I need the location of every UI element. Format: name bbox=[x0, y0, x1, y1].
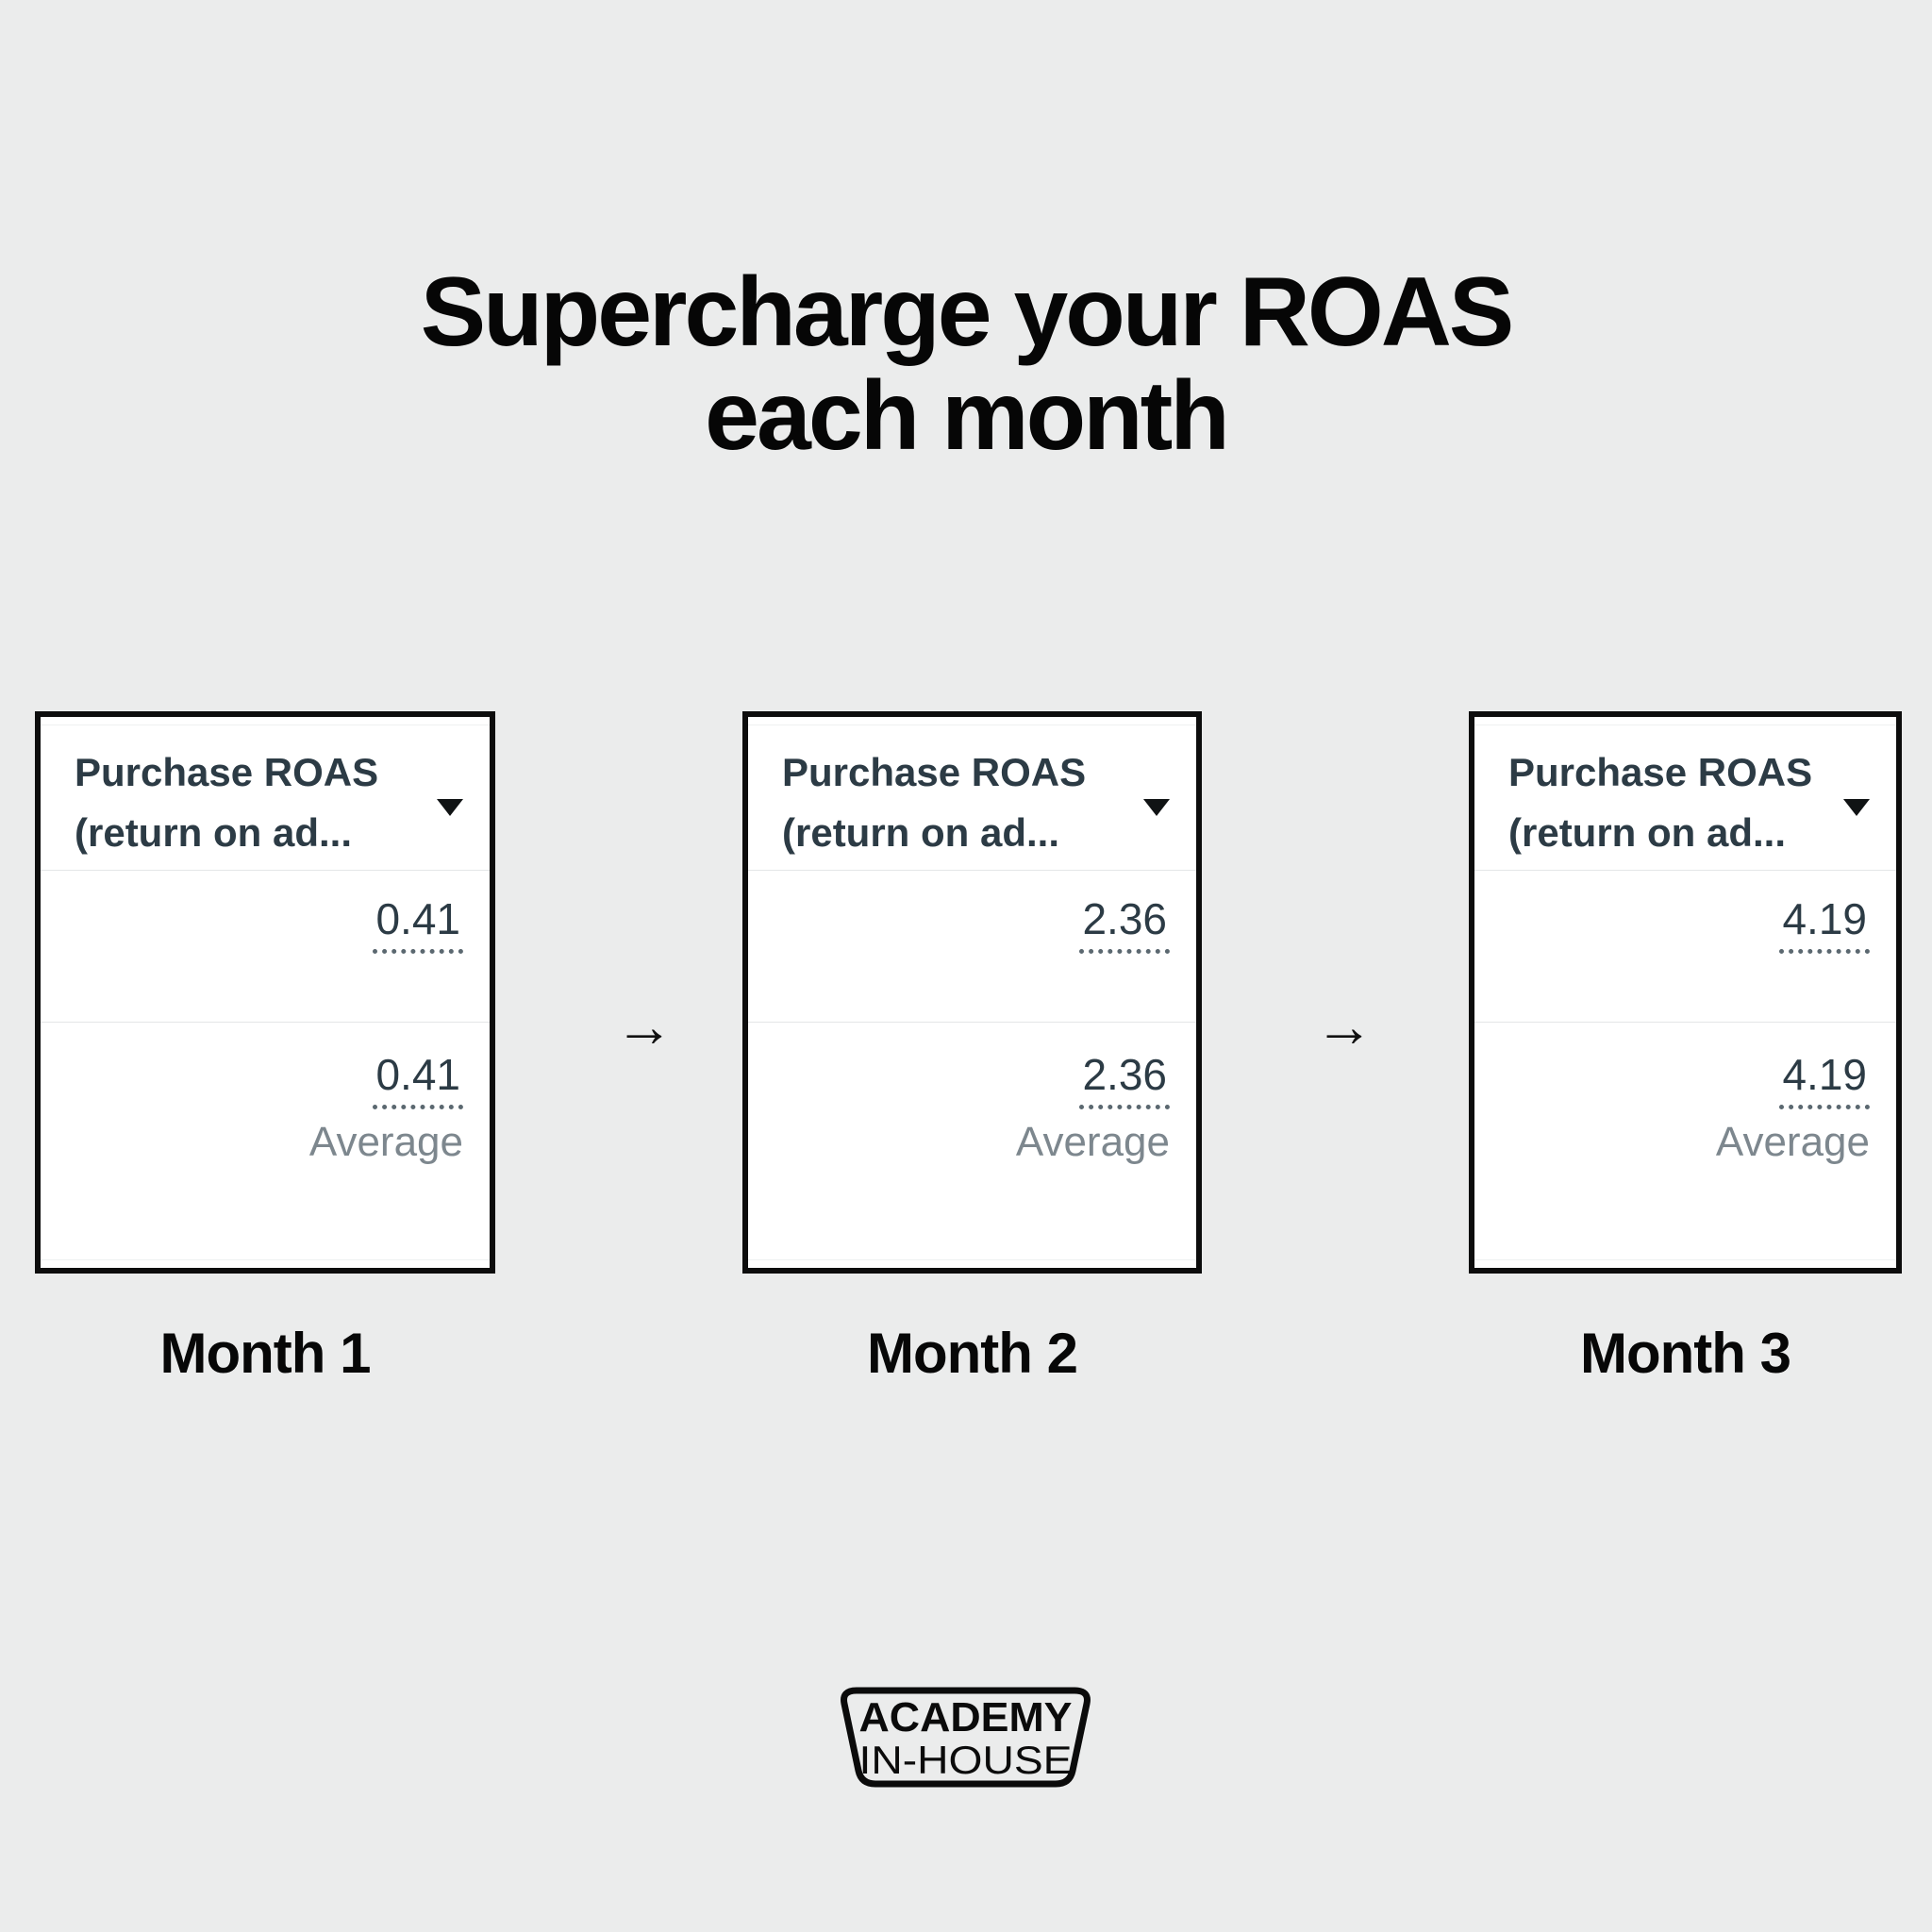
metric-header-line2: (return on ad... bbox=[782, 810, 1059, 855]
metric-column-header[interactable]: Purchase ROAS (return on ad... bbox=[41, 725, 490, 870]
dropdown-caret-icon[interactable] bbox=[1143, 799, 1170, 816]
metric-header-line1: Purchase ROAS bbox=[1508, 750, 1813, 794]
roas-value: 2.36 bbox=[1079, 895, 1170, 954]
metric-average-row: 0.41 Average bbox=[41, 1023, 490, 1166]
average-label: Average bbox=[1715, 1118, 1870, 1165]
metric-column-header[interactable]: Purchase ROAS (return on ad... bbox=[1474, 725, 1896, 870]
roas-card-month-1: Purchase ROAS (return on ad... 0.41 0.41 … bbox=[35, 711, 495, 1274]
card-bottom-hairline bbox=[748, 1259, 1196, 1260]
metric-header-line1: Purchase ROAS bbox=[75, 750, 379, 794]
roas-value: 0.41 bbox=[373, 895, 463, 954]
average-label: Average bbox=[308, 1118, 463, 1165]
row-divider bbox=[748, 870, 1196, 871]
roas-card-month-2: Purchase ROAS (return on ad... 2.36 2.36 … bbox=[742, 711, 1202, 1274]
row-divider bbox=[1474, 870, 1896, 871]
metric-value-row: 0.41 bbox=[41, 871, 490, 1022]
row-divider bbox=[748, 1022, 1196, 1023]
card-top-hairline bbox=[41, 724, 490, 725]
row-divider bbox=[1474, 1022, 1896, 1023]
metric-column-header[interactable]: Purchase ROAS (return on ad... bbox=[748, 725, 1196, 870]
page-title: Supercharge your ROAS each month bbox=[0, 260, 1932, 468]
page-title-line1: Supercharge your ROAS bbox=[420, 258, 1514, 367]
logo-text-in-house: IN-HOUSE bbox=[859, 1738, 1073, 1782]
month-label-1: Month 1 bbox=[159, 1322, 372, 1385]
logo-trapezoid-outline bbox=[841, 1687, 1091, 1788]
row-divider bbox=[41, 870, 490, 871]
dropdown-caret-icon[interactable] bbox=[437, 799, 463, 816]
card-bottom-hairline bbox=[41, 1259, 490, 1260]
metric-value-row: 4.19 bbox=[1474, 871, 1896, 1022]
logo-text-academy: ACADEMY bbox=[859, 1694, 1073, 1740]
metric-header-line2: (return on ad... bbox=[1508, 810, 1786, 855]
month-label-3: Month 3 bbox=[1580, 1322, 1791, 1385]
card-bottom-hairline bbox=[1474, 1259, 1896, 1260]
page-title-line2: each month bbox=[705, 361, 1230, 471]
roas-average-value: 0.41 bbox=[373, 1051, 463, 1109]
roas-average-value: 4.19 bbox=[1779, 1051, 1870, 1109]
metric-average-row: 4.19 Average bbox=[1474, 1023, 1896, 1166]
arrow-right-icon: → bbox=[615, 994, 674, 1059]
dropdown-caret-icon[interactable] bbox=[1843, 799, 1870, 816]
card-top-hairline bbox=[1474, 724, 1896, 725]
row-divider bbox=[41, 1022, 490, 1023]
arrow-right-icon: → bbox=[1315, 994, 1374, 1059]
roas-average-value: 2.36 bbox=[1079, 1051, 1170, 1109]
average-label: Average bbox=[1015, 1118, 1170, 1165]
metric-value-row: 2.36 bbox=[748, 871, 1196, 1022]
metric-average-row: 2.36 Average bbox=[748, 1023, 1196, 1166]
metric-header-line2: (return on ad... bbox=[75, 810, 352, 855]
roas-card-month-3: Purchase ROAS (return on ad... 4.19 4.19 … bbox=[1469, 711, 1902, 1274]
metric-header-line1: Purchase ROAS bbox=[782, 750, 1087, 794]
month-label-2: Month 2 bbox=[867, 1322, 1078, 1385]
card-top-hairline bbox=[748, 724, 1196, 725]
academy-in-house-logo: ACADEMY IN-HOUSE bbox=[841, 1687, 1091, 1788]
roas-value: 4.19 bbox=[1779, 895, 1870, 954]
